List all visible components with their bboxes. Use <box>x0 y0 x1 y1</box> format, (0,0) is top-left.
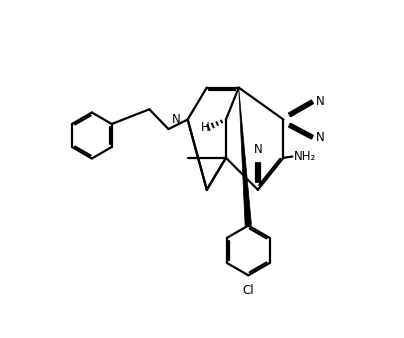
Text: N: N <box>316 95 325 108</box>
Text: H: H <box>201 121 210 134</box>
Text: N: N <box>316 130 325 144</box>
Text: Cl: Cl <box>242 284 254 297</box>
Text: N: N <box>253 143 262 156</box>
Text: N: N <box>172 113 181 126</box>
Polygon shape <box>239 88 251 226</box>
Text: NH₂: NH₂ <box>294 150 316 163</box>
